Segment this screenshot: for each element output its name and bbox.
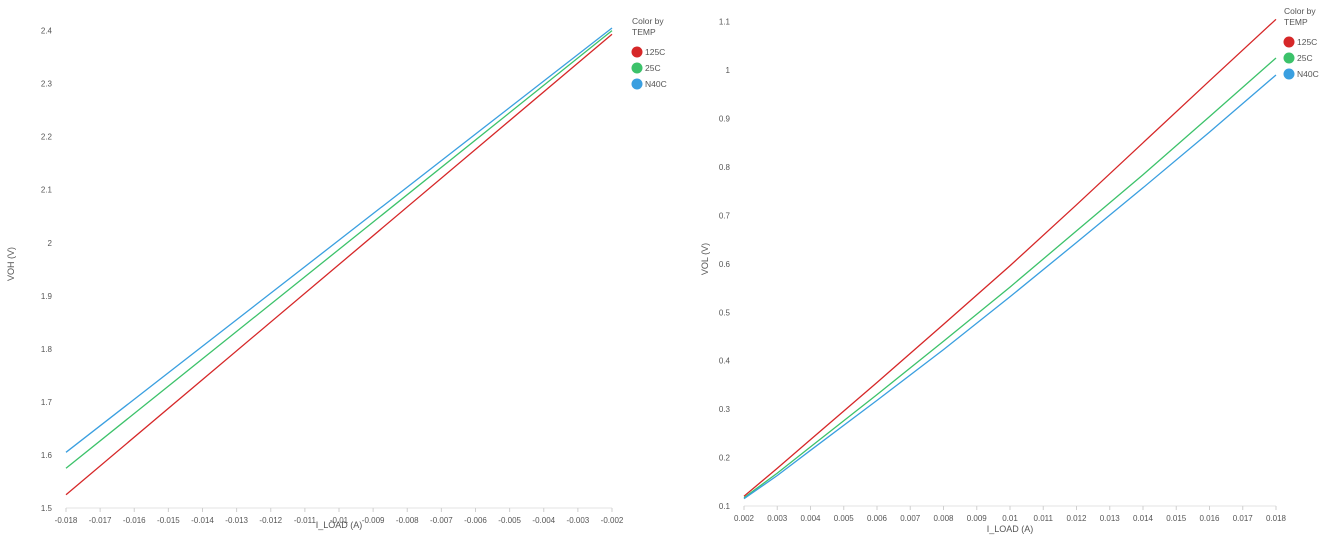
y-tick-label: 1.9	[41, 292, 53, 301]
series-line-n40c	[65, 27, 613, 453]
legend-entry: 125C	[1297, 37, 1317, 47]
legend-swatch	[1283, 36, 1295, 48]
x-tick-label: -0.015	[157, 516, 180, 525]
chart-2: 0.1 0.2 0.3 0.4 0.5 0.6 0.7 0.8 0.9 1 1.1 0.002 0.00…	[700, 6, 1319, 534]
legend-title: Color by	[1284, 6, 1316, 16]
series-line-25c	[743, 57, 1277, 499]
x-tick-label: -0.012	[259, 516, 282, 525]
x-tick-label: 0.016	[1199, 514, 1220, 523]
series-line-n40c	[743, 74, 1277, 500]
series-line-125c	[65, 33, 613, 496]
legend-title: TEMP	[1284, 17, 1308, 27]
x-tick-label: 0.006	[867, 514, 888, 523]
legend-swatch	[1283, 68, 1295, 80]
x-tick-label: -0.008	[396, 516, 419, 525]
y-tick-label: 2.2	[41, 133, 53, 142]
x-tick-label: -0.004	[532, 516, 555, 525]
x-tick-label: -0.005	[498, 516, 521, 525]
x-tick-label: 0.008	[933, 514, 954, 523]
x-tick-label: -0.007	[430, 516, 453, 525]
legend-swatch	[631, 62, 643, 74]
y-tick-label: 0.9	[719, 115, 731, 124]
x-tick-label: 0.009	[967, 514, 988, 523]
x-tick-label: 0.007	[900, 514, 921, 523]
y-tick-label: 1.8	[41, 345, 53, 354]
x-tick-label: -0.016	[123, 516, 146, 525]
x-tick-label: -0.014	[191, 516, 214, 525]
y-tick-label: 0.5	[719, 308, 731, 317]
y-tick-label: 0.8	[719, 163, 731, 172]
x-tick-label: 0.011	[1034, 514, 1054, 523]
legend-entry: 25C	[645, 63, 661, 73]
x-tick-label: -0.006	[464, 516, 487, 525]
y-tick-label: 2.1	[41, 186, 53, 195]
y-tick-label: 0.7	[719, 211, 731, 220]
x-tick-label: 0.015	[1166, 514, 1187, 523]
y-tick-label: 0.1	[719, 502, 731, 511]
y-tick-label: 1.6	[41, 451, 53, 460]
y-tick-label: 0.6	[719, 260, 731, 269]
x-tick-label: -0.018	[55, 516, 78, 525]
x-tick-label: 0.017	[1233, 514, 1254, 523]
legend-swatch	[1283, 52, 1295, 64]
x-tick-label: 0.004	[800, 514, 821, 523]
legend-entry: N40C	[1297, 69, 1319, 79]
x-tick-label: 0.014	[1133, 514, 1154, 523]
legend-swatch	[631, 46, 643, 58]
y-tick-label: 2.4	[41, 27, 53, 36]
y-axis-label: VOH (V)	[6, 247, 16, 281]
x-axis-label: I_LOAD (A)	[987, 524, 1034, 534]
x-tick-label: -0.013	[225, 516, 248, 525]
x-tick-label: -0.009	[362, 516, 385, 525]
x-tick-label: -0.01	[330, 516, 349, 525]
y-tick-label: 0.4	[719, 357, 731, 366]
x-tick-label: 0.013	[1100, 514, 1121, 523]
y-tick-label: 1.7	[41, 398, 53, 407]
legend-swatch	[631, 78, 643, 90]
y-tick-label: 1.5	[41, 504, 53, 513]
x-tick-label: -0.017	[89, 516, 112, 525]
y-tick-label: 0.2	[719, 454, 731, 463]
series-line-125c	[743, 18, 1277, 497]
y-tick-label: 2.3	[41, 80, 53, 89]
x-tick-label: -0.003	[567, 516, 590, 525]
chart-1: 1.5 1.6 1.7 1.8 1.9 2 2.1 2.2 2.3 2.4 -0.018 -0.017…	[6, 16, 667, 530]
legend-title: TEMP	[632, 27, 656, 37]
x-axis-label: I_LOAD (A)	[316, 520, 363, 530]
y-tick-label: 0.3	[719, 405, 731, 414]
x-tick-label: -0.002	[601, 516, 624, 525]
legend-entry: 25C	[1297, 53, 1313, 63]
x-tick-label: 0.018	[1266, 514, 1287, 523]
x-tick-label: 0.012	[1066, 514, 1087, 523]
x-tick-label: -0.011	[294, 516, 317, 525]
y-tick-label: 1	[726, 66, 731, 75]
legend-entry: N40C	[645, 79, 667, 89]
x-tick-label: 0.005	[834, 514, 855, 523]
y-tick-label: 2	[48, 239, 53, 248]
x-tick-label: 0.002	[734, 514, 755, 523]
x-tick-label: 0.003	[767, 514, 788, 523]
legend-title: Color by	[632, 16, 664, 26]
y-tick-label: 1.1	[719, 18, 731, 27]
legend-entry: 125C	[645, 47, 665, 57]
y-axis-label: VOL (V)	[700, 243, 710, 275]
series-line-25c	[65, 30, 613, 469]
x-tick-label: 0.01	[1002, 514, 1018, 523]
